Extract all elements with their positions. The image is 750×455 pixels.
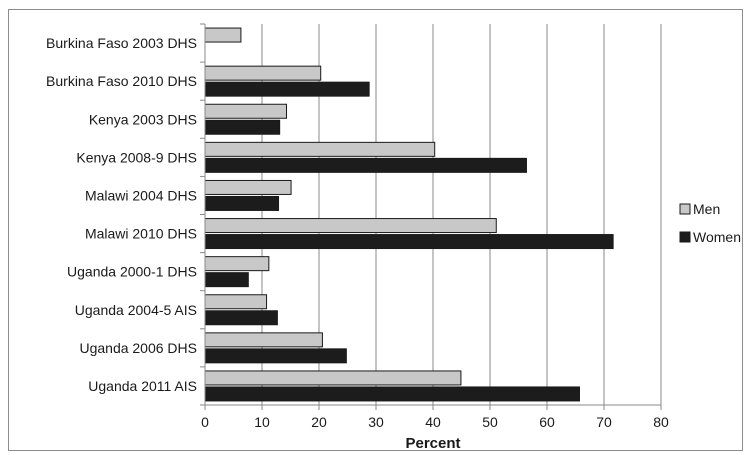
bar-women-uganda-2000-1-dhs [204,272,249,288]
bar-women-burkina-faso-2010-dhs [204,81,370,97]
bar-women-kenya-2003-dhs [204,119,281,135]
category-label-kenya-2003-dhs: Kenya 2003 DHS [89,111,197,127]
bar-women-malawi-2010-dhs [204,234,614,250]
category-label-uganda-2006-dhs: Uganda 2006 DHS [79,340,197,356]
legend-swatch-women [679,231,691,243]
category-label-uganda-2011-ais: Uganda 2011 AIS [88,378,197,394]
bar-men-malawi-2010-dhs [204,218,497,234]
x-tick-label-70: 70 [596,414,612,430]
category-labels: Burkina Faso 2003 DHS Burkina Faso 2010 D… [46,35,197,394]
bar-women-uganda-2006-dhs [204,348,347,364]
legend-swatch-men [679,203,691,215]
x-tick-label-80: 80 [653,414,669,430]
category-label-uganda-2000-1-dhs: Uganda 2000-1 DHS [67,264,197,280]
category-label-malawi-2010-dhs: Malawi 2010 DHS [85,226,197,242]
bar-men-kenya-2003-dhs [204,103,288,119]
legend-label-men: Men [693,201,720,217]
tick-labels: 0 10 20 30 40 50 60 70 80 [201,414,669,430]
bar-men-burkina-faso-2010-dhs [204,65,322,81]
gridlines [261,24,662,405]
bar-women-uganda-2004-5-ais [204,310,278,326]
bars [204,27,614,402]
category-label-malawi-2004-dhs: Malawi 2004 DHS [85,187,197,203]
x-tick-label-50: 50 [482,414,498,430]
bar-men-kenya-2008-9-dhs [204,141,436,157]
x-tick-label-60: 60 [539,414,555,430]
bar-men-uganda-2000-1-dhs [204,256,270,272]
chart-frame: Burkina Faso 2003 DHS Burkina Faso 2010 D… [8,9,743,452]
x-tick-label-30: 30 [368,414,384,430]
legend-label-women: Women [693,229,741,245]
category-label-kenya-2008-9-dhs: Kenya 2008-9 DHS [76,149,197,165]
x-tick-label-20: 20 [311,414,327,430]
axes [200,23,662,410]
legend: Men Women [679,201,741,245]
bar-women-malawi-2004-dhs [204,195,280,211]
category-label-burkina-faso-2010-dhs: Burkina Faso 2010 DHS [46,73,197,89]
bar-women-kenya-2008-9-dhs [204,157,527,173]
category-label-uganda-2004-5-ais: Uganda 2004-5 AIS [75,302,197,318]
bar-chart: Burkina Faso 2003 DHS Burkina Faso 2010 D… [46,23,741,452]
x-tick-label-40: 40 [425,414,441,430]
x-tick-label-0: 0 [201,414,209,430]
x-tick-label-10: 10 [254,414,270,430]
bar-men-uganda-2004-5-ais [204,294,268,310]
bar-women-uganda-2011-ais [204,386,580,402]
bar-men-uganda-2011-ais [204,370,462,386]
x-axis-title: Percent [405,435,460,452]
bar-men-burkina-faso-2003-dhs [204,27,242,43]
bar-men-uganda-2006-dhs [204,332,323,348]
category-label-burkina-faso-2003-dhs: Burkina Faso 2003 DHS [46,35,197,51]
bar-men-malawi-2004-dhs [204,179,292,195]
